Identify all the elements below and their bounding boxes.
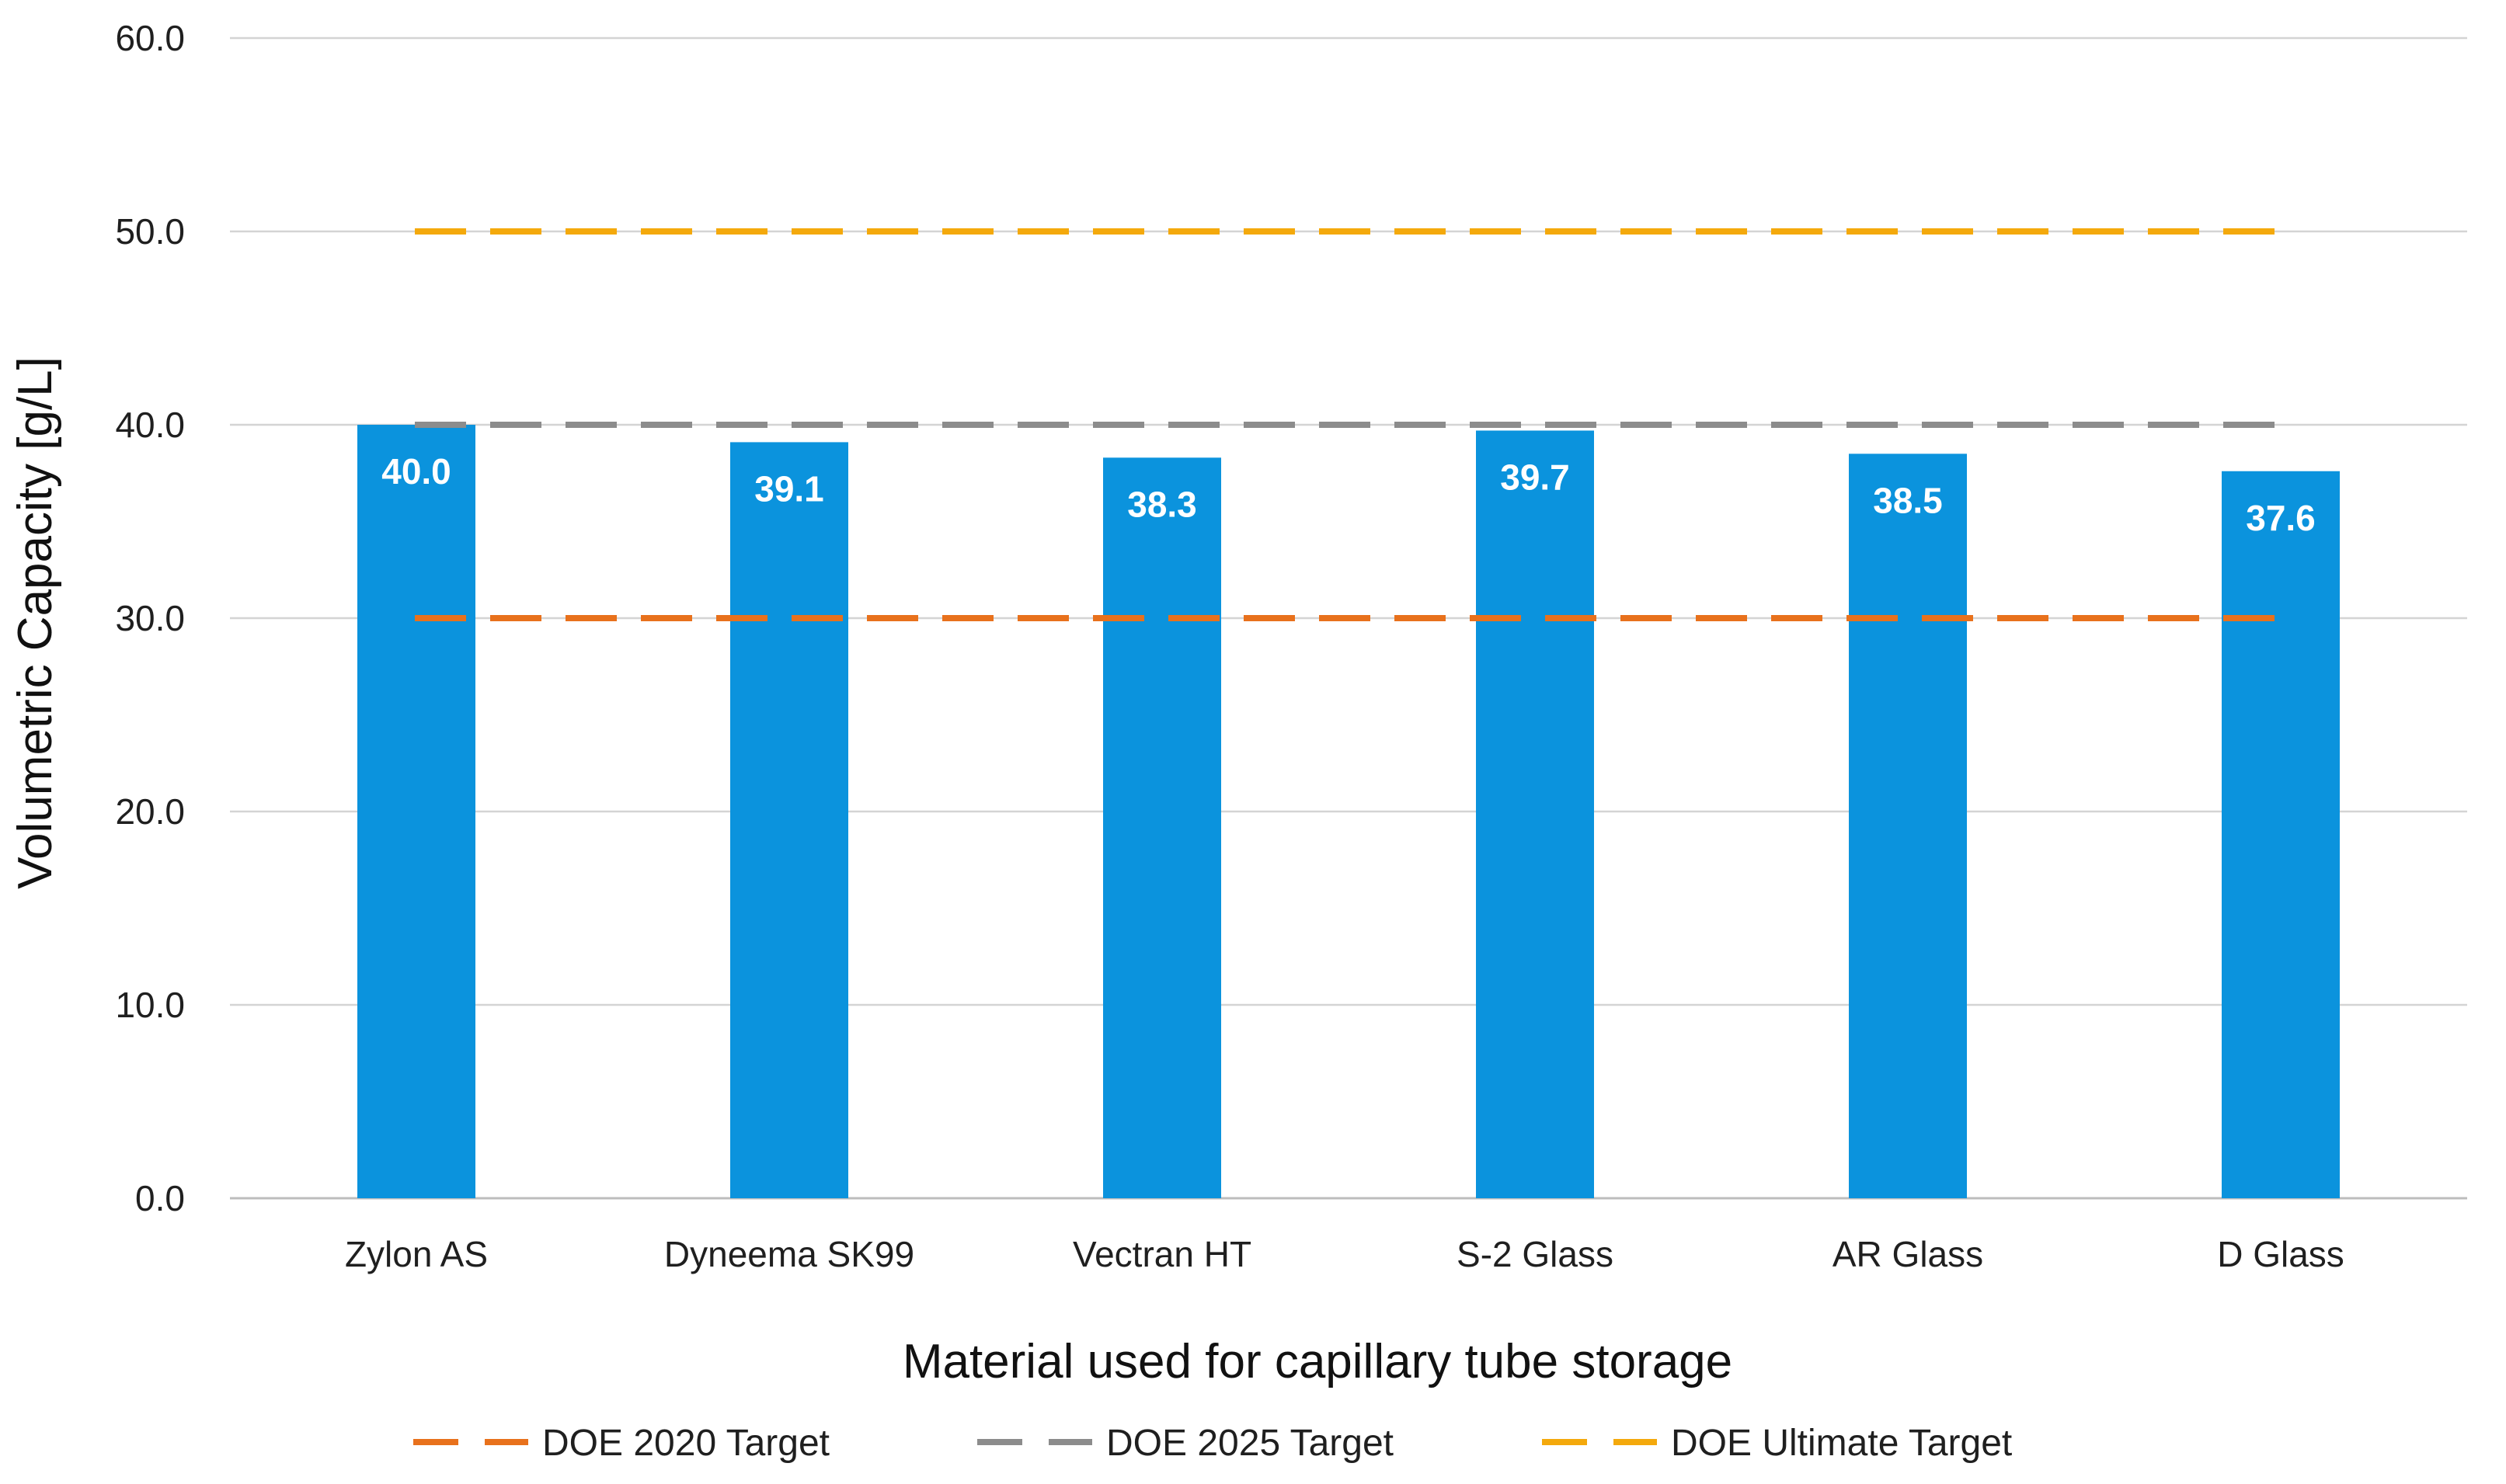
x-tick-label: Zylon AS xyxy=(345,1234,488,1274)
data-label: 40.0 xyxy=(381,451,451,492)
data-label: 38.5 xyxy=(1873,480,1943,520)
x-axis-title: Material used for capillary tube storage xyxy=(903,1335,1732,1388)
data-label: 39.7 xyxy=(1500,457,1570,497)
y-tick-label: 50.0 xyxy=(115,211,185,252)
legend-item: DOE 2020 Target xyxy=(413,1423,830,1464)
bar xyxy=(1103,457,1221,1198)
legend-item: DOE Ultimate Target xyxy=(1542,1423,2012,1464)
x-tick-labels: Zylon AS Dyneema SK99 Vectran HT S-2 Glass A… xyxy=(345,1234,2344,1274)
legend-label: DOE 2020 Target xyxy=(542,1423,830,1464)
reference-lines xyxy=(415,228,2282,621)
x-tick-label: D Glass xyxy=(2217,1234,2344,1274)
data-label: 38.3 xyxy=(1127,484,1197,524)
bar xyxy=(2222,471,2340,1198)
data-label: 37.6 xyxy=(2246,498,2316,538)
data-label: 39.1 xyxy=(754,468,824,509)
y-tick-label: 30.0 xyxy=(115,598,185,638)
x-tick-label: S-2 Glass xyxy=(1457,1234,1613,1274)
y-tick-labels: 0.0 10.0 20.0 30.0 40.0 50.0 60.0 xyxy=(115,18,185,1218)
legend: DOE 2020 Target DOE 2025 Target DOE Ultima… xyxy=(413,1423,2012,1464)
legend-item: DOE 2025 Target xyxy=(977,1423,1394,1464)
bar xyxy=(730,442,848,1198)
y-tick-label: 0.0 xyxy=(135,1178,185,1218)
y-axis-title: Volumetric Capacity [g/L] xyxy=(9,356,62,889)
bars xyxy=(357,425,2340,1198)
bar xyxy=(1849,454,1967,1198)
y-tick-label: 40.0 xyxy=(115,405,185,445)
bar xyxy=(1476,430,1594,1198)
bar xyxy=(357,425,475,1198)
legend-label: DOE Ultimate Target xyxy=(1671,1423,2012,1464)
x-tick-label: Vectran HT xyxy=(1073,1234,1251,1274)
x-tick-label: Dyneema SK99 xyxy=(664,1234,914,1274)
data-labels: 40.0 39.1 38.3 39.7 38.5 37.6 xyxy=(381,451,2316,538)
x-tick-label: AR Glass xyxy=(1833,1234,1983,1274)
y-tick-label: 60.0 xyxy=(115,18,185,58)
y-tick-label: 20.0 xyxy=(115,791,185,832)
y-tick-label: 10.0 xyxy=(115,985,185,1025)
legend-label: DOE 2025 Target xyxy=(1106,1423,1394,1464)
